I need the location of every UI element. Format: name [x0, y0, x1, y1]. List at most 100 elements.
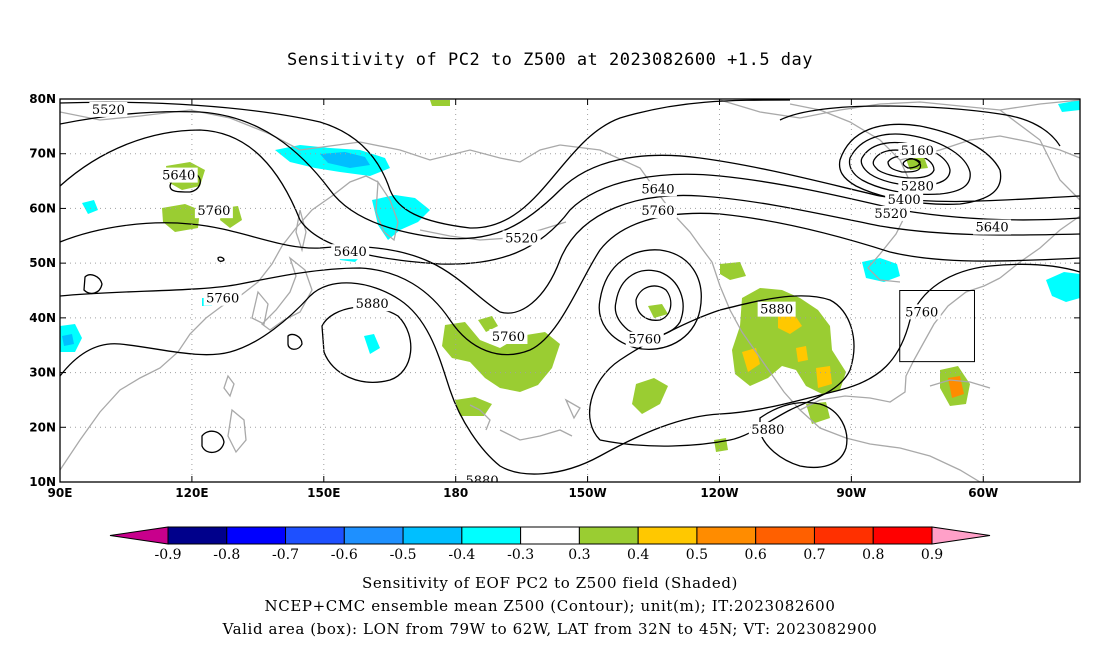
shade-positive — [796, 346, 808, 362]
contour-label: 5880 — [751, 423, 784, 438]
coastline-hudson — [899, 135, 1080, 161]
shade-positive — [478, 316, 498, 332]
colorbar-label: -0.8 — [213, 547, 240, 563]
contour-label: 5520 — [874, 207, 907, 222]
coastline-caribbean — [929, 379, 991, 389]
shade-positive — [442, 322, 560, 392]
colorbar-swatch — [813, 526, 874, 545]
lon-tick-label: 120E — [175, 486, 208, 500]
lat-tick-label: 20N — [29, 420, 56, 434]
contour-label: 5880 — [356, 297, 389, 312]
contour-label-bg — [502, 230, 541, 246]
coastline-asia — [60, 109, 561, 163]
colorbar-swatch — [343, 526, 404, 545]
contour-label-bg — [159, 167, 198, 183]
lon-tick-label: 120W — [700, 486, 738, 500]
contour-label-bg — [331, 244, 370, 260]
contour-label-bg — [871, 205, 910, 221]
contour-line — [60, 110, 1080, 240]
shade-positive — [778, 314, 802, 334]
lon-tick-label: 150E — [307, 486, 340, 500]
contour-label-bg — [638, 203, 677, 219]
colorbar-low-extend — [109, 526, 169, 545]
colorbar: -0.9 -0.8 -0.7 -0.6 -0.5 -0.4 -0.3 0.3 0.4 0.5 0.6… — [109, 526, 991, 563]
contour-line — [60, 263, 1080, 475]
lon-tick-label: 60W — [968, 486, 998, 500]
grid-layer — [60, 99, 1080, 482]
coastline-arctic — [719, 99, 1080, 119]
lat-tick-label: 40N — [29, 311, 56, 325]
lat-tick-label: 80N — [29, 92, 56, 106]
contour-label: 5760 — [492, 330, 525, 345]
shade-negative — [320, 152, 370, 168]
contour-label: 5280 — [901, 180, 934, 195]
shade-negative — [364, 334, 380, 354]
shade-negative — [62, 334, 74, 346]
coastline-korea — [251, 290, 269, 325]
contour-label-bg — [194, 203, 233, 219]
contour-label-bg — [898, 142, 937, 158]
shade-positive — [816, 366, 832, 388]
contour-label-bg — [625, 331, 664, 347]
coastline-japan — [261, 256, 313, 331]
colorbar-swatch — [285, 526, 345, 545]
coastline-gulf — [799, 277, 1001, 411]
lat-tick-label: 70N — [29, 147, 56, 161]
shade-positive — [906, 157, 928, 170]
contour-label-layer: 5520 5640 5760 5640 5760 5880 5520 5760 5640 5760… — [89, 101, 1012, 489]
contour-label-bg — [203, 290, 242, 306]
colorbar-label: -0.5 — [390, 547, 417, 563]
caption-shading: Sensitivity of EOF PC2 to Z500 field (Sh… — [361, 574, 739, 592]
colorbar-label: -0.9 — [155, 547, 182, 563]
colorbar-label: 0.7 — [803, 547, 825, 563]
contour-line — [60, 194, 1080, 314]
shade-positive — [648, 304, 668, 318]
contour-label: 5760 — [641, 204, 674, 219]
colorbar-label: -0.4 — [448, 547, 475, 563]
valid-area-box — [899, 290, 975, 363]
colorbar-label: -0.7 — [272, 547, 299, 563]
lat-tick-label: 30N — [29, 366, 56, 380]
contour-label: 5880 — [466, 474, 499, 489]
contour-line — [588, 295, 855, 447]
colorbar-high-extend — [931, 526, 991, 545]
map-title: Sensitivity of PC2 to Z500 at 2023082600… — [286, 50, 813, 70]
lat-tick-label: 60N — [29, 201, 56, 215]
shade-positive — [162, 204, 200, 232]
contour-label-bg — [463, 472, 502, 482]
colorbar-label: 0.9 — [921, 547, 943, 563]
colorbar-swatch — [461, 526, 522, 545]
contour-label: 5400 — [888, 193, 921, 208]
contour-line — [217, 256, 225, 262]
shade-positive — [714, 438, 728, 452]
colorbar-swatch — [226, 526, 287, 545]
shade-positive — [720, 262, 746, 280]
contour-line — [779, 105, 1061, 147]
coastline-labrador — [999, 215, 1080, 279]
contour-label: 5520 — [92, 103, 125, 118]
shade-positive — [742, 348, 760, 372]
colorbar-label: 0.4 — [627, 547, 649, 563]
lat-tick-label: 50N — [29, 256, 56, 270]
colorbar-swatch — [755, 526, 815, 545]
coastline-kamchatka — [375, 180, 399, 242]
contour-label: 5760 — [197, 204, 230, 219]
contour-label: 5760 — [628, 333, 661, 348]
contour-line — [60, 212, 1080, 356]
caption-valid-area: Valid area (box): LON from 79W to 62W, L… — [222, 620, 878, 638]
contour-line — [902, 158, 921, 169]
colorbar-swatch — [578, 526, 639, 545]
contour-label: 5640 — [162, 169, 195, 184]
shade-positive — [806, 402, 830, 424]
shade-negative — [372, 195, 430, 240]
contour-label: 5640 — [641, 182, 674, 197]
contour-label-bg — [757, 301, 796, 317]
lat-tick-label: 10N — [29, 475, 56, 489]
caption-contour: NCEP+CMC ensemble mean Z500 (Contour); u… — [264, 597, 836, 615]
coastline-philippines — [227, 408, 247, 454]
colorbar-swatch — [167, 526, 228, 545]
contour-line — [614, 269, 684, 337]
contour-label: 5160 — [901, 144, 934, 159]
contour-line — [287, 333, 303, 350]
